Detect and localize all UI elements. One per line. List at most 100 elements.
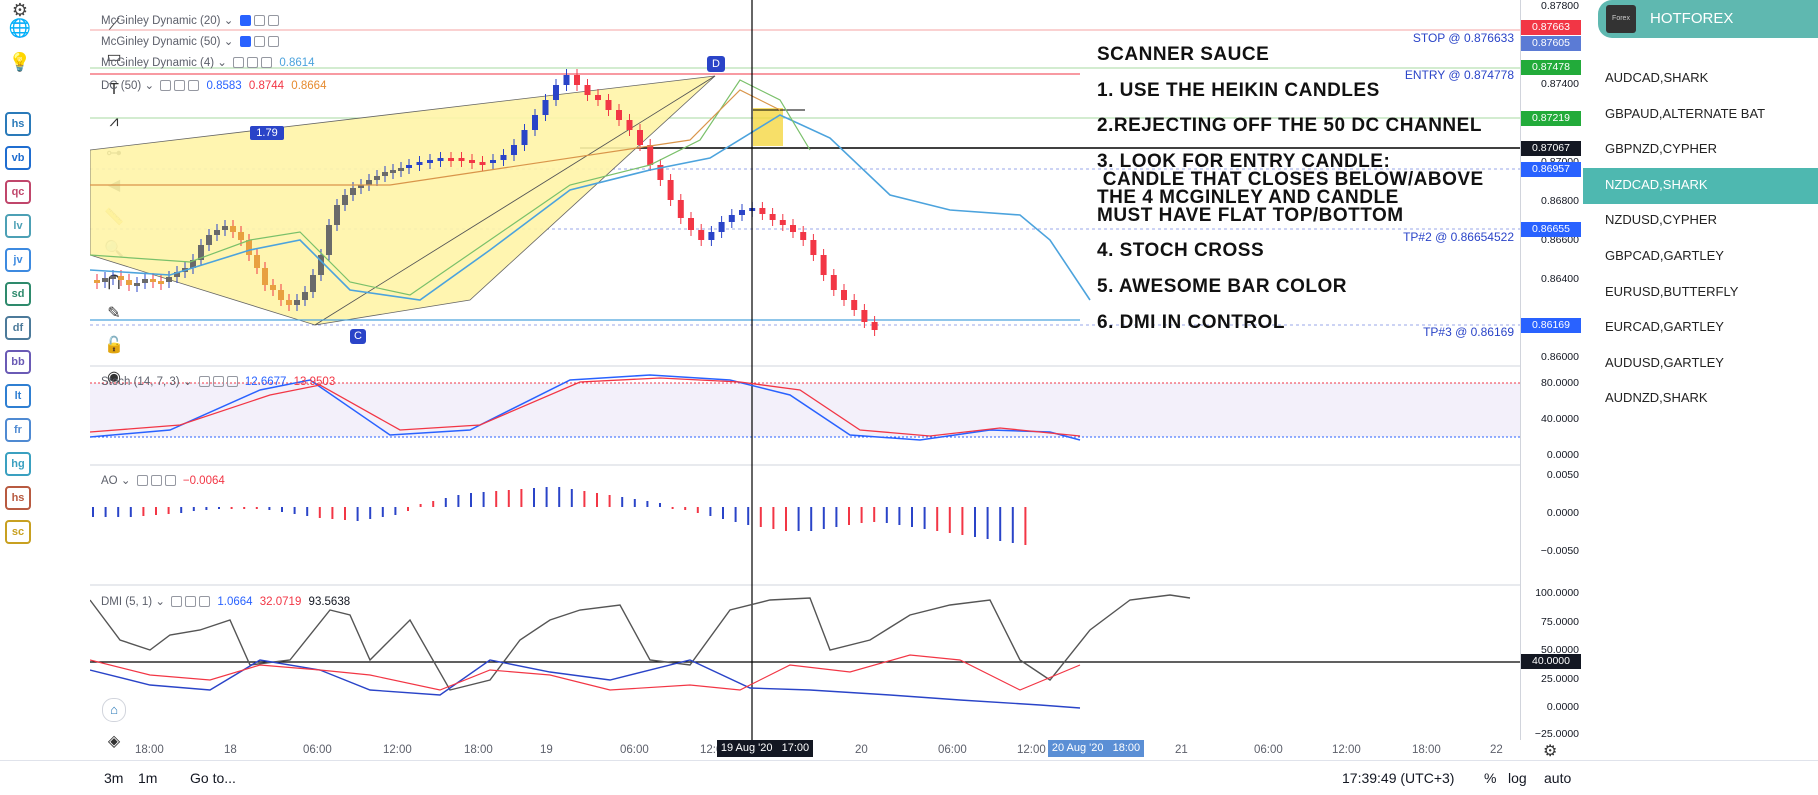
legend-stoch[interactable]: Stoch (14, 7, 3) ⌄ 12.6677 13.9503 xyxy=(101,376,336,388)
ao-bar xyxy=(986,507,989,539)
unlock-icon[interactable]: 🔓 xyxy=(104,337,124,354)
indicator-badge-fr[interactable]: fr xyxy=(5,418,31,442)
timeframe-3m[interactable]: 3m xyxy=(104,770,124,786)
price-tag: 0.87067 xyxy=(1521,141,1581,156)
price-chart[interactable] xyxy=(90,0,1520,740)
pattern-point-c[interactable]: C xyxy=(350,329,366,344)
layers-icon[interactable]: ◈ xyxy=(107,733,121,750)
watchlist-item[interactable]: GBPCAD,GARTLEY xyxy=(1605,248,1724,263)
trend-line-tool-icon[interactable]: ⟋ xyxy=(108,17,120,34)
replay-icon[interactable]: ⌂ xyxy=(102,698,126,722)
eye-icon[interactable] xyxy=(233,57,245,68)
tp3-level-label[interactable]: TP#3 @ 0.86169 xyxy=(1423,325,1514,339)
watchlist-item[interactable]: GBPNZD,CYPHER xyxy=(1605,141,1717,157)
settings-icon[interactable] xyxy=(185,596,197,607)
log-scale-toggle[interactable]: log xyxy=(1508,770,1527,786)
close-icon[interactable] xyxy=(267,15,279,26)
legend-dc-50[interactable]: DC (50) ⌄ 0.8583 0.8744 0.8664 xyxy=(101,80,327,92)
scanner-rule-6: 6. DMI IN CONTROL xyxy=(1097,312,1285,333)
watchlist-item[interactable]: GBPAUD,ALTERNATE BAT xyxy=(1605,105,1766,121)
candle-body xyxy=(861,310,868,322)
indicator-badge-bb[interactable]: bb xyxy=(5,350,31,374)
legend-mcginley-50[interactable]: McGinley Dynamic (50) ⌄ xyxy=(101,34,279,48)
candle-body xyxy=(490,160,496,163)
eye-icon[interactable] xyxy=(239,15,251,26)
auto-scale-toggle[interactable]: auto xyxy=(1544,770,1572,786)
candle-body xyxy=(198,245,204,260)
shape-tool-icon[interactable]: ▭ xyxy=(106,49,122,66)
legend-ao[interactable]: AO ⌄ −0.0064 xyxy=(101,475,225,487)
watchlist-item[interactable]: NZDCAD,SHARK xyxy=(1605,176,1708,192)
close-icon[interactable] xyxy=(188,80,200,91)
ao-bar xyxy=(1024,507,1027,545)
ao-bar xyxy=(104,507,107,517)
stoch-tick: 80.0000 xyxy=(1541,377,1579,389)
settings-icon[interactable]: ⚙ xyxy=(11,0,29,20)
indicator-badge-qc[interactable]: qc xyxy=(5,180,31,204)
timeframe-1m[interactable]: 1m xyxy=(138,770,158,786)
pattern-tool-icon[interactable]: ⩘ xyxy=(109,113,119,130)
price-tick: 0.86400 xyxy=(1541,273,1579,285)
close-icon[interactable] xyxy=(226,376,238,387)
ao-bar xyxy=(583,491,586,507)
eye-icon[interactable] xyxy=(160,80,172,91)
eye-icon[interactable] xyxy=(136,475,148,486)
entry-level-label[interactable]: ENTRY @ 0.874778 xyxy=(1404,68,1514,82)
legend-mcginley-4[interactable]: McGinley Dynamic (4) ⌄ 0.8614 xyxy=(101,57,315,69)
legend-value-lower: 0.8583 xyxy=(206,80,242,92)
legend-dmi[interactable]: DMI (5, 1) ⌄ 1.0664 32.0719 93.5638 xyxy=(101,596,351,608)
chart-settings-icon[interactable]: ⚙ xyxy=(1543,743,1558,760)
candle-body xyxy=(318,255,324,275)
indicator-badge-jv[interactable]: jv xyxy=(5,248,31,272)
legend-mcginley-20[interactable]: McGinley Dynamic (20) ⌄ xyxy=(101,13,279,27)
watchlist-item[interactable]: NZDUSD,CYPHER xyxy=(1605,212,1717,228)
close-icon[interactable] xyxy=(164,475,176,486)
clock-timezone[interactable]: 17:39:49 (UTC+3) xyxy=(1342,770,1455,786)
text-tool-icon[interactable]: T xyxy=(109,81,119,98)
ao-bar xyxy=(155,507,157,515)
candle-body xyxy=(657,165,664,180)
indicator-badge-vb[interactable]: vb xyxy=(5,146,31,170)
close-icon[interactable] xyxy=(199,596,211,607)
eye-icon[interactable] xyxy=(198,376,210,387)
settings-icon[interactable] xyxy=(150,475,162,486)
stop-level-label[interactable]: STOP @ 0.876633 xyxy=(1412,31,1514,45)
eye-icon[interactable] xyxy=(239,36,251,47)
settings-icon[interactable] xyxy=(253,36,265,47)
watchlist-item[interactable]: EURCAD,GARTLEY xyxy=(1605,319,1724,335)
price-tag: 0.86169 xyxy=(1521,318,1581,333)
settings-icon[interactable] xyxy=(253,15,265,26)
eye-icon[interactable] xyxy=(171,596,183,607)
settings-icon[interactable] xyxy=(174,80,186,91)
globe-icon[interactable]: 🌐 xyxy=(8,18,32,38)
indicator-badge-sd[interactable]: sd xyxy=(5,282,31,306)
broker-header[interactable]: Forex HOTFOREX xyxy=(1598,0,1818,38)
goto-date-button[interactable]: Go to... xyxy=(190,770,236,786)
idea-icon[interactable]: 💡 xyxy=(8,52,32,72)
indicator-badge-df[interactable]: df xyxy=(5,316,31,340)
lock-drawings-icon[interactable]: ✎ xyxy=(107,305,121,322)
close-icon[interactable] xyxy=(267,36,279,47)
indicator-badge-sc[interactable]: sc xyxy=(5,520,31,544)
settings-icon[interactable] xyxy=(212,376,224,387)
ao-bar xyxy=(860,507,863,523)
watchlist-item[interactable]: EURUSD,BUTTERFLY xyxy=(1605,283,1739,299)
indicator-badge-hs[interactable]: hs xyxy=(5,486,31,510)
indicator-badge-hs[interactable]: hs xyxy=(5,112,31,136)
watchlist-item[interactable]: AUDCAD,SHARK xyxy=(1605,70,1709,85)
eye-icon[interactable]: ◉ xyxy=(107,369,121,386)
settings-icon[interactable] xyxy=(247,57,259,68)
close-icon[interactable] xyxy=(261,57,273,68)
indicator-badge-hg[interactable]: hg xyxy=(5,452,31,476)
watchlist-item[interactable]: AUDUSD,GARTLEY xyxy=(1605,354,1724,370)
indicator-badge-lv[interactable]: lv xyxy=(5,214,31,238)
price-tag: 0.86655 xyxy=(1521,222,1581,237)
watchlist-item[interactable]: AUDNZD,SHARK xyxy=(1605,390,1708,406)
ao-bar xyxy=(205,507,208,510)
percent-scale-toggle[interactable]: % xyxy=(1484,770,1497,786)
pattern-point-d[interactable]: D xyxy=(707,56,725,72)
indicator-badge-lt[interactable]: lt xyxy=(5,384,31,408)
pattern-ratio-label[interactable]: 1.79 xyxy=(250,126,284,140)
tp2-level-label[interactable]: TP#2 @ 0.86654522 xyxy=(1403,230,1514,244)
candle-body xyxy=(469,160,475,163)
